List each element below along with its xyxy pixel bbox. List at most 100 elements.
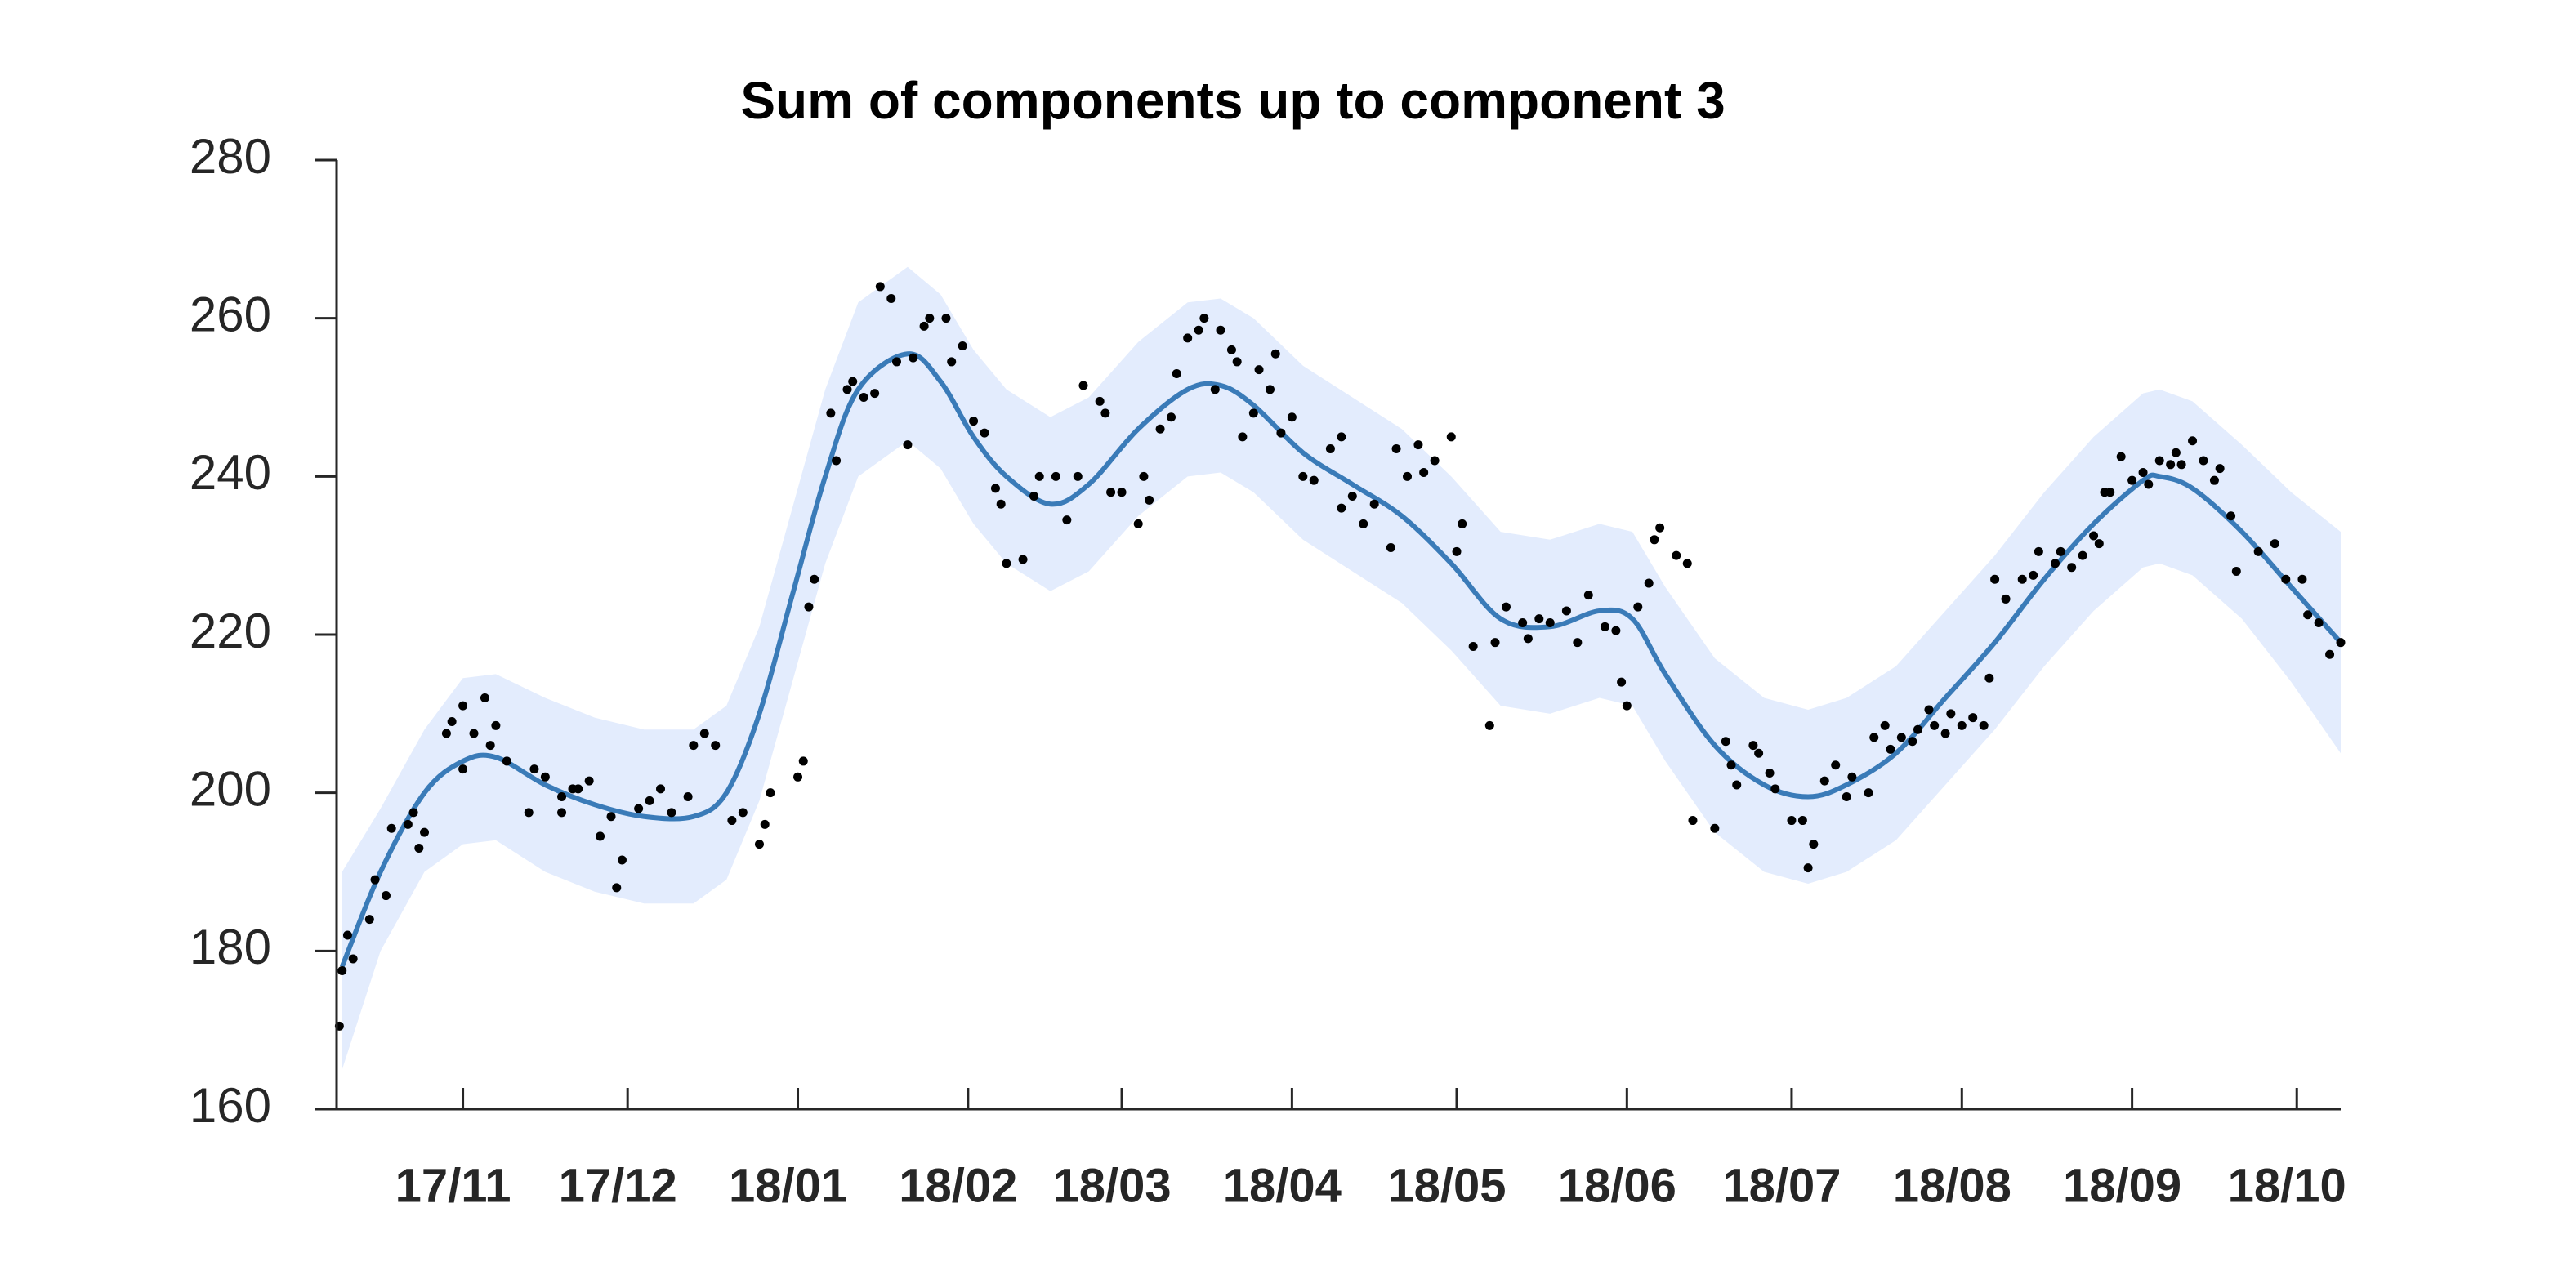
data-point bbox=[1002, 559, 1011, 568]
data-point bbox=[996, 499, 1006, 509]
data-point bbox=[711, 741, 721, 751]
data-point bbox=[1770, 784, 1780, 794]
data-point bbox=[1248, 408, 1258, 418]
data-point bbox=[1600, 622, 1609, 631]
data-point bbox=[1930, 720, 1940, 730]
data-point bbox=[2336, 638, 2346, 648]
x-tick-label: 17/11 bbox=[395, 1159, 511, 1212]
data-point bbox=[1095, 396, 1105, 406]
data-point bbox=[557, 808, 567, 818]
data-point bbox=[1145, 495, 1154, 505]
y-tick-label: 180 bbox=[190, 920, 271, 974]
data-point bbox=[958, 341, 967, 351]
data-point bbox=[859, 393, 868, 402]
data-point bbox=[2166, 460, 2176, 470]
data-point bbox=[2127, 475, 2137, 485]
data-point bbox=[1106, 488, 1116, 497]
data-point bbox=[990, 484, 1000, 493]
data-point bbox=[1276, 428, 1286, 438]
data-point bbox=[414, 843, 424, 853]
data-point bbox=[1337, 432, 1346, 442]
data-point bbox=[529, 764, 539, 774]
data-point bbox=[524, 808, 534, 818]
data-point bbox=[458, 701, 468, 711]
data-point bbox=[1940, 729, 1950, 738]
data-point bbox=[441, 729, 451, 738]
data-point bbox=[1617, 677, 1627, 687]
data-point bbox=[2253, 546, 2263, 556]
data-point bbox=[1051, 471, 1060, 481]
data-point bbox=[1484, 720, 1494, 730]
data-point bbox=[2270, 539, 2279, 549]
data-point bbox=[1880, 720, 1890, 730]
data-point bbox=[875, 282, 885, 292]
data-point bbox=[766, 788, 775, 798]
data-point bbox=[810, 574, 819, 584]
data-point bbox=[1655, 523, 1665, 533]
data-point bbox=[386, 823, 396, 833]
data-point bbox=[1847, 772, 1857, 782]
data-point bbox=[689, 741, 699, 751]
data-point bbox=[2154, 456, 2164, 466]
data-point bbox=[1347, 492, 1357, 501]
data-point bbox=[1210, 385, 1220, 394]
data-point bbox=[842, 385, 852, 394]
data-point bbox=[2056, 546, 2065, 556]
data-point bbox=[2314, 617, 2324, 627]
data-point bbox=[2188, 436, 2198, 446]
data-point bbox=[1133, 519, 1143, 528]
data-point bbox=[1232, 357, 1242, 367]
data-point bbox=[947, 357, 957, 367]
data-point bbox=[606, 812, 616, 822]
data-point bbox=[370, 875, 380, 885]
x-tick-label: 18/07 bbox=[1722, 1159, 1841, 1212]
data-point bbox=[1748, 741, 1758, 751]
data-point bbox=[1167, 412, 1176, 422]
data-point bbox=[2138, 467, 2148, 477]
data-point bbox=[1924, 705, 1934, 715]
data-point bbox=[1803, 863, 1813, 873]
data-point bbox=[1359, 519, 1368, 528]
data-point bbox=[403, 819, 413, 829]
data-point bbox=[1309, 475, 1319, 485]
data-point bbox=[1561, 606, 1571, 616]
data-point bbox=[1337, 503, 1346, 513]
mean-line bbox=[339, 351, 2343, 968]
data-point bbox=[1896, 733, 1906, 742]
data-point bbox=[1644, 578, 1654, 588]
data-point bbox=[1287, 412, 1297, 422]
data-point bbox=[1984, 673, 1994, 683]
data-point bbox=[832, 456, 842, 466]
data-point bbox=[656, 784, 666, 794]
data-point bbox=[1797, 816, 1807, 826]
data-point bbox=[1682, 559, 1692, 568]
data-point bbox=[1216, 325, 1225, 335]
data-point bbox=[826, 408, 836, 418]
data-point bbox=[1688, 816, 1698, 826]
data-point bbox=[557, 792, 567, 802]
x-tick-label: 18/08 bbox=[1893, 1159, 2011, 1212]
data-point bbox=[1573, 638, 1583, 648]
data-point bbox=[1199, 314, 1209, 323]
data-point bbox=[574, 784, 583, 794]
y-tick-label: 280 bbox=[190, 129, 271, 184]
data-point bbox=[919, 321, 929, 331]
data-point bbox=[1831, 760, 1841, 770]
data-point bbox=[1787, 816, 1797, 826]
data-point bbox=[2215, 464, 2225, 474]
data-point bbox=[364, 915, 374, 925]
data-point bbox=[1968, 713, 1978, 723]
data-point bbox=[793, 772, 803, 782]
y-tick-label: 260 bbox=[190, 287, 271, 342]
data-point bbox=[2078, 550, 2087, 560]
data-point bbox=[2029, 570, 2038, 580]
data-point bbox=[612, 883, 622, 893]
data-point bbox=[1545, 617, 1555, 627]
data-point bbox=[584, 776, 594, 786]
data-point bbox=[2001, 594, 2011, 604]
data-point bbox=[2094, 539, 2104, 549]
data-point bbox=[2303, 610, 2313, 620]
data-point bbox=[1990, 574, 2000, 584]
x-tick-label: 18/06 bbox=[1558, 1159, 1676, 1212]
data-point bbox=[1979, 720, 1989, 730]
